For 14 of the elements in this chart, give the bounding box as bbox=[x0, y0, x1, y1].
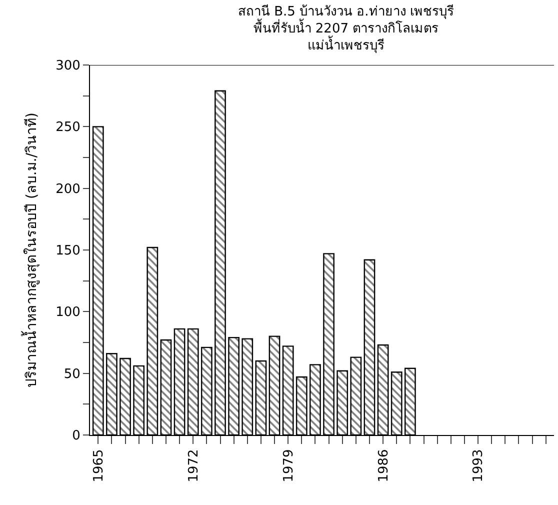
y-tick-label: 300 bbox=[56, 58, 80, 74]
y-tick-label: 0 bbox=[72, 428, 80, 444]
y-tick-label: 250 bbox=[56, 120, 80, 136]
x-tick-label: 1972 bbox=[186, 449, 202, 482]
x-tick-label: 1979 bbox=[281, 449, 296, 482]
y-tick-label: 100 bbox=[56, 305, 80, 320]
y-tick-label: 150 bbox=[56, 244, 80, 259]
y-axis-title: ปริมาณน้ำหลากสูงสุดในรอบปี (ลบ.ม./วินาที) bbox=[21, 112, 40, 388]
x-tick-label: 1986 bbox=[376, 449, 392, 482]
chart-title: สถานี B.5 บ้านวังวน อ.ท่ายาง เพชรบุรี พื้นที่รับน้ำ 2207 ตารางกิโลเมตร แม่น้ำเพชรบุรี bbox=[238, 4, 454, 54]
y-tick-label: 200 bbox=[56, 182, 80, 197]
x-tick-label: 1965 bbox=[91, 449, 106, 482]
y-tick-label: 50 bbox=[64, 366, 80, 382]
x-tick-label: 1993 bbox=[471, 449, 486, 482]
